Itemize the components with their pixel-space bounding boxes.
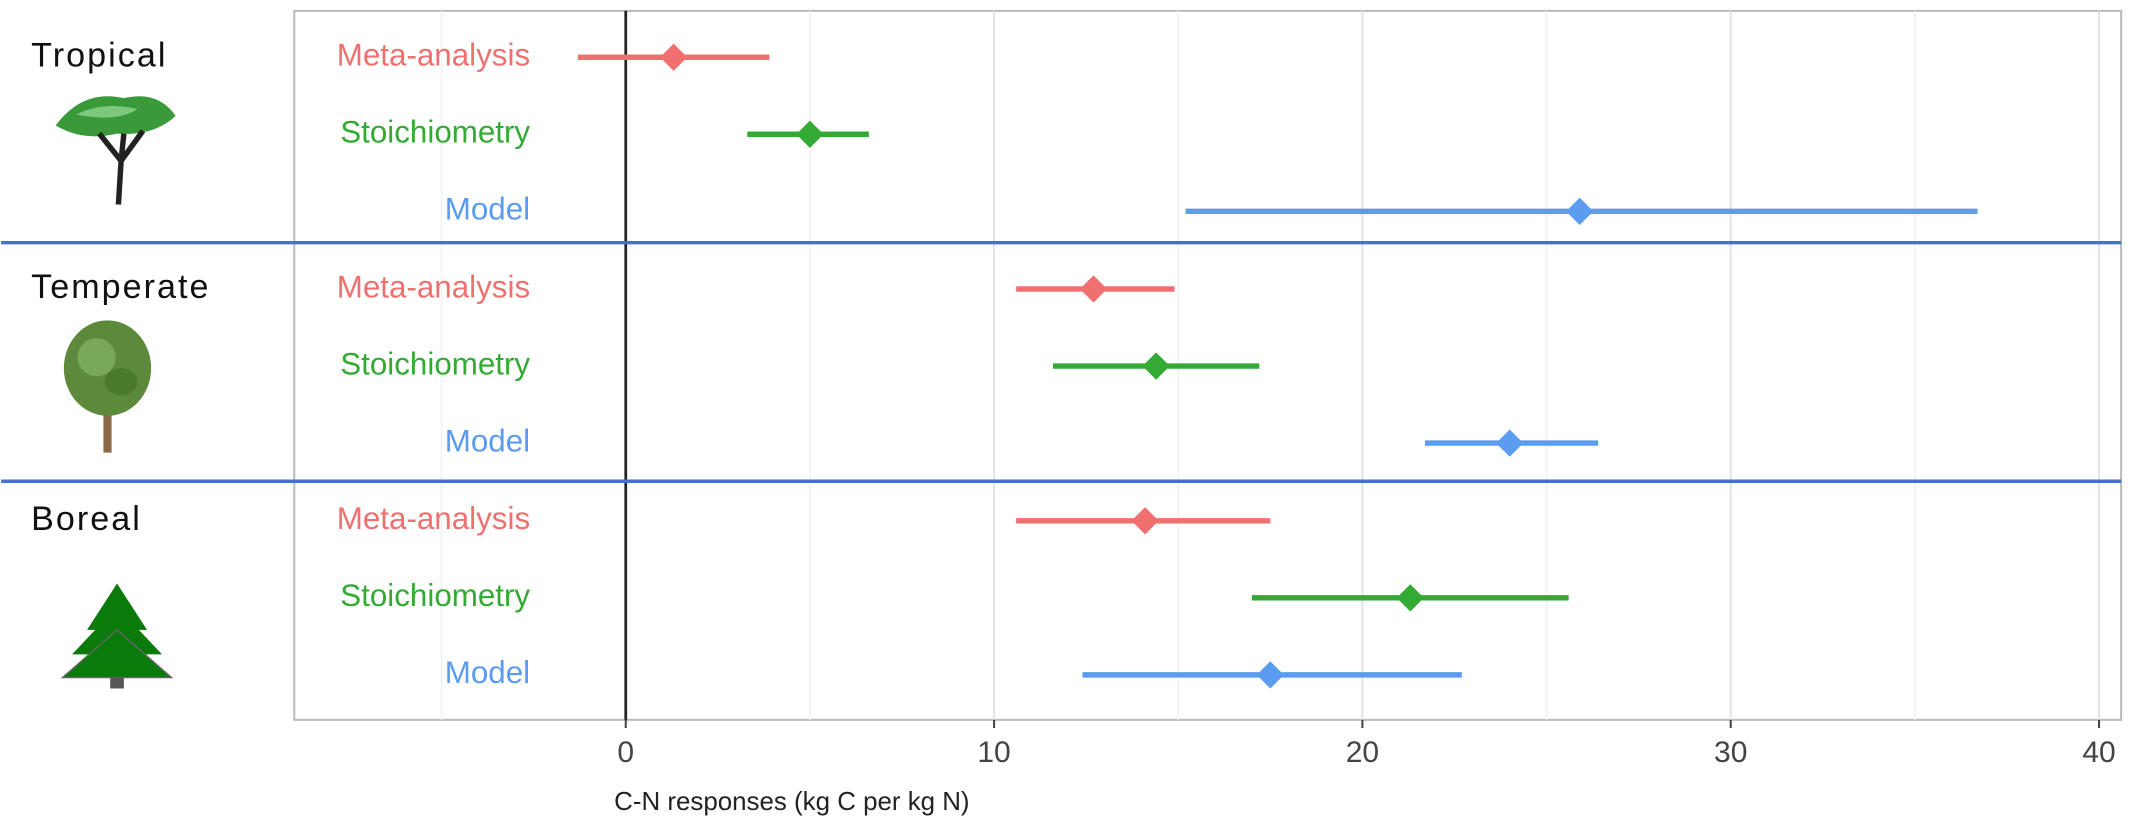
point-estimate xyxy=(659,43,688,71)
x-tick-label: 20 xyxy=(1346,736,1379,769)
x-tick-label: 0 xyxy=(617,736,634,769)
boreal-tree-icon xyxy=(60,583,174,689)
method-label: Meta-analysis xyxy=(337,38,530,73)
method-label: Model xyxy=(445,423,530,458)
marks xyxy=(577,43,1978,689)
method-label: Stoichiometry xyxy=(340,578,530,613)
point-estimate xyxy=(1256,661,1284,689)
point-estimate xyxy=(1131,507,1159,535)
group-label: Boreal xyxy=(31,500,142,538)
method-label: Meta-analysis xyxy=(337,501,530,536)
tropical-tree-icon xyxy=(55,96,176,205)
point-estimate xyxy=(796,120,824,148)
point-estimate xyxy=(1566,197,1594,225)
temperate-tree-icon xyxy=(63,320,152,453)
x-tick-label: 40 xyxy=(2082,736,2115,769)
group-label: Temperate xyxy=(31,268,210,306)
method-label: Model xyxy=(445,655,530,690)
x-tick-label: 10 xyxy=(977,736,1010,769)
group-label: Tropical xyxy=(31,36,167,74)
method-label: Stoichiometry xyxy=(340,346,530,381)
x-axis-title: C-N responses (kg C per kg N) xyxy=(614,788,969,816)
method-label: Stoichiometry xyxy=(340,115,530,150)
x-tick-label: 30 xyxy=(1714,736,1747,769)
method-label: Meta-analysis xyxy=(337,269,530,304)
method-label: Model xyxy=(445,192,530,227)
